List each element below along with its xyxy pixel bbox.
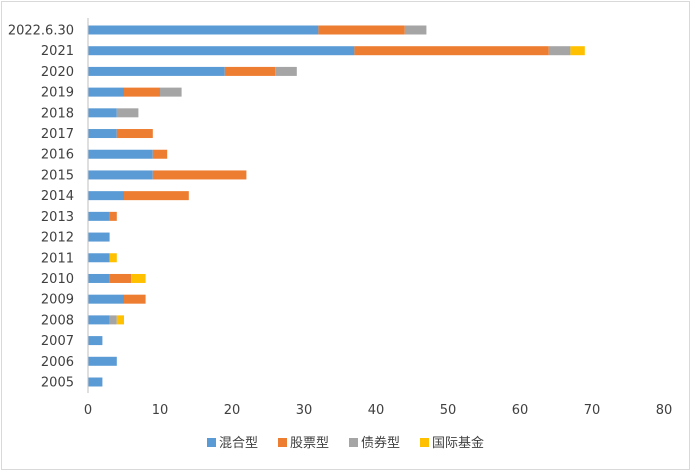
x-tick-label: 60	[512, 403, 529, 418]
x-tick-label: 50	[440, 403, 457, 418]
bar-segment-2010-3	[131, 273, 146, 283]
x-tick-label: 0	[84, 403, 92, 418]
bar-segment-2019-2	[160, 87, 182, 97]
bar-segment-2012-0	[88, 232, 110, 242]
bar-segment-2017-1	[116, 129, 153, 139]
bar-segment-2020-0	[88, 66, 225, 76]
bar-segment-2018-0	[88, 108, 117, 118]
bar-segment-2009-0	[88, 294, 124, 304]
legend-swatch	[349, 438, 358, 447]
bar-segment-2008-2	[109, 315, 117, 325]
y-tick-label: 2012	[41, 231, 74, 246]
legend-swatch	[420, 438, 429, 447]
bar-segment-2006-0	[88, 356, 117, 366]
bar-segment-2021-2	[548, 46, 571, 56]
y-tick-label: 2007	[41, 334, 74, 349]
y-tick-label: 2018	[41, 106, 74, 121]
y-tick-label: 2009	[41, 293, 74, 308]
bar-segment-2018-2	[116, 108, 139, 118]
bar-segment-2020-1	[224, 66, 276, 76]
bar-segment-2005-0	[88, 377, 103, 387]
bar-segment-2014-0	[88, 191, 124, 201]
y-tick-label: 2022.6.30	[8, 24, 74, 39]
legend-swatch	[278, 438, 287, 447]
bar-segment-2022.6.30-0	[88, 25, 319, 35]
bar-segment-2009-1	[124, 294, 146, 304]
x-tick-label: 40	[368, 403, 385, 418]
bar-segment-2015-1	[152, 170, 247, 180]
bar-segment-2008-3	[116, 315, 124, 325]
x-tick-label: 30	[296, 403, 313, 418]
legend: 混合型 股票型 债券型 国际基金	[207, 435, 484, 451]
y-tick-label: 2011	[41, 251, 74, 266]
y-tick-label: 2019	[41, 86, 74, 101]
y-tick-label: 2017	[41, 127, 74, 142]
x-tick-label: 70	[584, 403, 601, 418]
bar-segment-2016-0	[88, 149, 153, 159]
bar-segment-2016-1	[152, 149, 168, 159]
bar-segment-2013-0	[88, 211, 110, 221]
legend-label: 债券型	[361, 435, 400, 451]
bar-segment-2011-0	[88, 253, 110, 263]
y-tick-label: 2006	[41, 355, 74, 370]
y-tick-label: 2016	[41, 148, 74, 163]
bar-segment-2022.6.30-2	[404, 25, 427, 35]
x-axis: 0 10 20 30 40 50 60 70 80	[84, 403, 672, 418]
bar-segment-2010-0	[88, 273, 110, 283]
bar-segment-2021-0	[88, 46, 355, 56]
y-tick-label: 2005	[41, 376, 74, 391]
bar-segment-2011-3	[109, 253, 117, 263]
bar-segment-2015-0	[88, 170, 153, 180]
x-tick-label: 10	[152, 403, 169, 418]
legend-label: 国际基金	[432, 435, 484, 451]
bar-segment-2021-1	[354, 46, 549, 56]
x-tick-label: 80	[656, 403, 673, 418]
bar-segment-2014-1	[124, 191, 189, 201]
bar-segment-2013-1	[109, 211, 117, 221]
y-axis: 2005 2006 2007 2008 2009 2010 2011 2012 2013 2014…	[8, 18, 89, 393]
legend-label: 混合型	[219, 436, 258, 451]
bar-segment-2022.6.30-1	[318, 25, 405, 35]
y-tick-label: 2008	[41, 313, 74, 328]
y-tick-label: 2013	[41, 210, 74, 225]
bar-segment-2008-0	[88, 315, 110, 325]
y-tick-label: 2020	[41, 65, 74, 80]
y-tick-label: 2021	[41, 44, 74, 59]
bar-segment-2010-1	[109, 273, 132, 283]
bar-segment-2019-1	[124, 87, 160, 97]
bar-segment-2020-2	[275, 66, 297, 76]
bar-segment-2019-0	[88, 87, 124, 97]
bars-group	[88, 25, 585, 387]
y-tick-label: 2010	[41, 272, 74, 287]
y-tick-label: 2014	[41, 189, 74, 204]
x-tick-label: 20	[224, 403, 241, 418]
legend-label: 股票型	[290, 436, 329, 451]
y-tick-label: 2015	[41, 168, 74, 183]
bar-segment-2021-3	[570, 46, 585, 56]
legend-swatch	[207, 438, 216, 447]
bar-segment-2007-0	[88, 336, 103, 346]
bar-segment-2017-0	[88, 129, 117, 139]
